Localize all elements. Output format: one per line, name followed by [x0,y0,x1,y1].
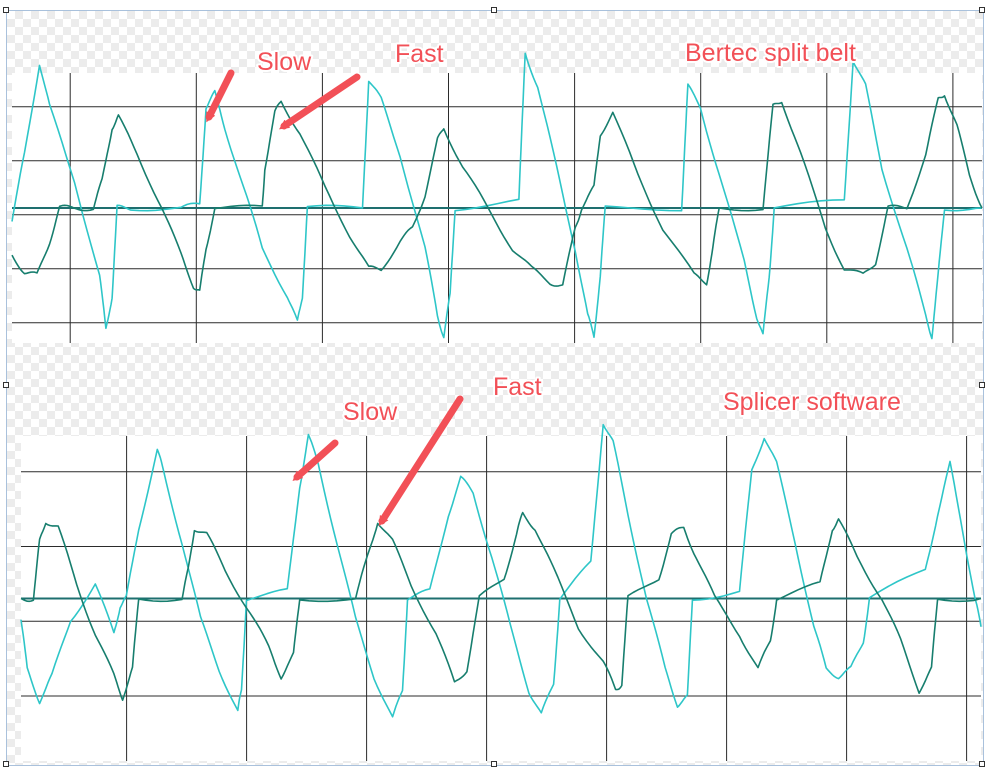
top-chart-series-slow-line [11,52,983,340]
top-chart-series-fast-line [11,95,983,291]
top-slow-arrow [205,69,235,123]
resize-handle-bottom[interactable] [491,761,497,767]
top-fast-arrow [279,73,361,130]
bottom-slow-arrow [292,439,339,482]
bottom-fast-label: Fast [493,373,542,401]
chart-canvas: Slow Fast Bertec split belt Slow Fast Sp… [11,37,983,761]
bottom-slow-label: Slow [343,398,398,426]
top-fast-label: Fast [395,40,444,68]
top-chart [11,52,983,343]
resize-handle-top[interactable] [491,7,497,13]
resize-handle-top-right[interactable] [979,7,985,13]
resize-handle-left[interactable] [3,382,9,388]
bottom-fast-arrow [378,395,464,527]
image-frame: Slow Fast Bertec split belt Slow Fast Sp… [6,10,984,766]
bottom-chart [20,423,982,761]
resize-handle-top-left[interactable] [3,7,9,13]
resize-handle-bottom-left[interactable] [3,761,9,767]
top-slow-label: Slow [257,48,312,76]
top-chart-title: Bertec split belt [685,39,856,67]
resize-handle-bottom-right[interactable] [979,761,985,767]
bottom-chart-series-fast-line [20,511,982,702]
bottom-chart-series-slow-line [20,423,982,718]
resize-handle-right[interactable] [979,382,985,388]
bottom-chart-title: Splicer software [723,388,901,416]
